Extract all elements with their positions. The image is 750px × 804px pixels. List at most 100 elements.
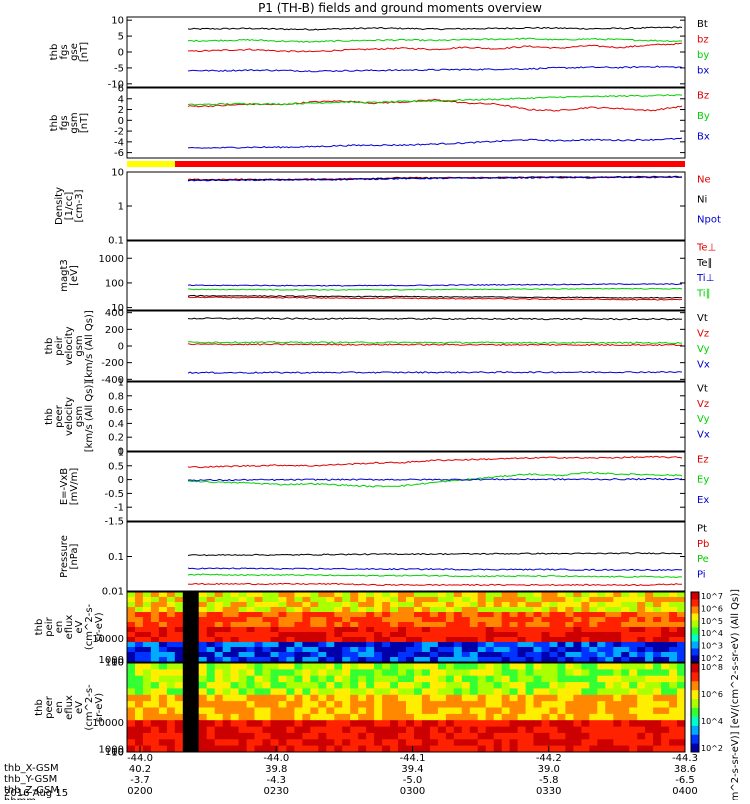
colorbar-segment xyxy=(691,606,699,614)
heatmap-cell xyxy=(653,701,662,708)
y-tick-label: -200 xyxy=(101,358,124,369)
heatmap-cell xyxy=(613,713,622,721)
heatmap-cell xyxy=(206,657,216,663)
heatmap-cell xyxy=(166,612,176,618)
heatmap-cell xyxy=(222,612,232,618)
y-axis-label: gsm xyxy=(74,406,85,427)
heatmap-cell xyxy=(501,592,511,598)
heatmap-cell xyxy=(677,739,686,747)
heatmap-cell xyxy=(445,694,455,702)
heatmap-cell xyxy=(366,720,375,728)
heatmap-cell xyxy=(318,707,327,715)
heatmap-cell xyxy=(350,694,359,702)
heatmap-cell xyxy=(525,632,535,638)
heatmap-cell xyxy=(198,597,208,603)
heatmap-cell xyxy=(222,627,232,633)
heatmap-cell xyxy=(453,612,463,618)
heatmap-cell xyxy=(565,707,574,715)
heatmap-cell xyxy=(573,612,582,618)
heatmap-cell xyxy=(653,602,662,608)
heatmap-cell xyxy=(350,607,359,613)
heatmap-cell xyxy=(645,713,654,721)
heatmap-cell xyxy=(406,707,415,715)
heatmap-cell xyxy=(541,732,550,740)
heatmap-cell xyxy=(461,669,471,677)
colorbar-label: [eV/(cm^2-s-sr-eV)] [eV/(cm^2-s-sr-eV) (… xyxy=(730,589,741,800)
heatmap-cell xyxy=(597,745,606,753)
y-tick-label: -1 xyxy=(114,503,124,514)
heatmap-cell xyxy=(597,739,606,747)
heatmap-cell xyxy=(653,607,662,613)
legend-Ez: Ez xyxy=(697,454,709,465)
heatmap-cell xyxy=(262,669,271,677)
heatmap-cell xyxy=(318,732,327,740)
heatmap-cell xyxy=(302,701,311,708)
heatmap-cell xyxy=(214,713,224,721)
y-tick-label: 0.5 xyxy=(108,461,124,472)
heatmap-cell xyxy=(390,627,399,633)
colorbar-tick-label: 10^5 xyxy=(701,617,723,626)
heatmap-cell xyxy=(429,669,439,677)
heatmap-cell xyxy=(238,622,248,628)
heatmap-cell xyxy=(166,627,176,633)
heatmap-cell xyxy=(525,694,535,702)
heatmap-cell xyxy=(565,682,574,689)
heatmap-cell xyxy=(135,657,144,663)
heatmap-cell xyxy=(190,688,200,696)
y-axis-label: en xyxy=(54,621,65,634)
heatmap-cell xyxy=(135,663,144,670)
heatmap-cell xyxy=(374,612,383,618)
heatmap-cell xyxy=(421,642,431,648)
heatmap-cell xyxy=(541,647,550,653)
heatmap-cell xyxy=(653,642,662,648)
heatmap-cell xyxy=(198,657,208,663)
heatmap-cell xyxy=(581,652,590,658)
heatmap-cell xyxy=(629,707,638,715)
heatmap-cell xyxy=(358,694,367,702)
heatmap-cell xyxy=(334,663,343,670)
heatmap-cell xyxy=(358,607,367,613)
heatmap-cell xyxy=(206,627,216,633)
heatmap-cell xyxy=(127,675,136,683)
colorbar-tick-label: 10^8 xyxy=(701,663,723,672)
heatmap-cell xyxy=(477,637,487,643)
heatmap-cell xyxy=(302,713,311,721)
heatmap-cell xyxy=(565,657,574,663)
heatmap-cell xyxy=(437,726,447,734)
heatmap-cell xyxy=(174,675,184,683)
heatmap-cell xyxy=(190,726,200,734)
heatmap-cell xyxy=(677,637,686,643)
heatmap-cell xyxy=(302,739,311,747)
heatmap-cell xyxy=(477,732,487,740)
heatmap-cell xyxy=(294,694,303,702)
heatmap-cell xyxy=(661,627,670,633)
heatmap-cell xyxy=(517,647,527,653)
heatmap-cell xyxy=(334,745,343,753)
heatmap-cell xyxy=(573,642,582,648)
heatmap-cell xyxy=(501,663,511,670)
heatmap-cell xyxy=(645,663,654,670)
heatmap-cell xyxy=(254,657,263,663)
heatmap-cell xyxy=(127,707,136,715)
heatmap-cell xyxy=(358,707,367,715)
heatmap-cell xyxy=(541,652,550,658)
heatmap-cell xyxy=(374,726,383,734)
heatmap-cell xyxy=(150,713,160,721)
heatmap-cell xyxy=(597,612,606,618)
heatmap-cell xyxy=(581,592,590,598)
heatmap-cell xyxy=(477,675,487,683)
y-tick-label: 400 xyxy=(105,308,124,319)
heatmap-cell xyxy=(390,607,399,613)
heatmap-cell xyxy=(533,732,542,740)
heatmap-cell xyxy=(661,612,670,618)
heatmap-cell xyxy=(493,602,503,608)
heatmap-cell xyxy=(326,682,335,689)
x-tick-label: 38.6 xyxy=(674,764,696,775)
heatmap-cell xyxy=(374,732,383,740)
heatmap-cell xyxy=(366,745,375,753)
heatmap-cell xyxy=(382,657,391,663)
heatmap-cell xyxy=(318,657,327,663)
heatmap-cell xyxy=(127,642,136,648)
heatmap-cell xyxy=(150,602,160,608)
heatmap-cell xyxy=(565,688,574,696)
